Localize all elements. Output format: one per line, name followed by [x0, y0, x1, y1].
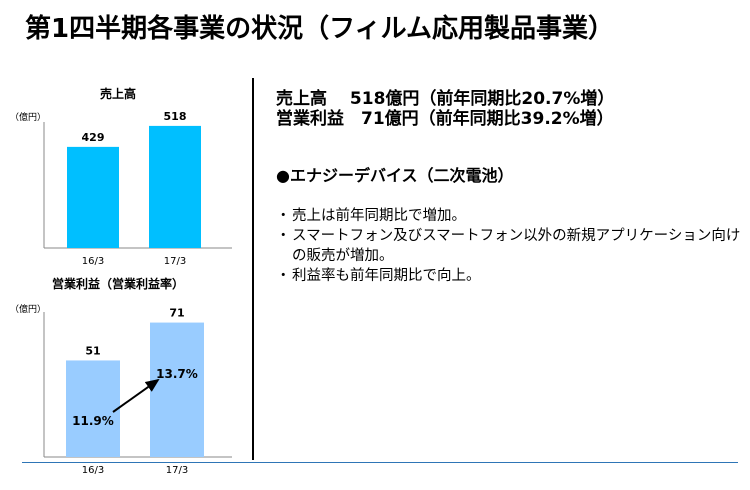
- sales-bar-17-3: [149, 125, 201, 248]
- sales-summary: 売上高 518億円（前年同期比20.7%増）: [276, 89, 615, 109]
- bullet-mark: ・: [276, 228, 291, 244]
- margin-trend-arrow: [112, 378, 160, 413]
- vertical-divider: [252, 78, 254, 460]
- bullet-mark: ・: [276, 268, 291, 284]
- profit-margin-16-3: 11.9%: [72, 414, 114, 428]
- sales-unit-label: （億円）: [10, 111, 46, 123]
- bullet-mark: ・: [276, 208, 291, 224]
- profit-value-16-3: 51: [85, 344, 100, 357]
- bullet-text: スマートフォン及びスマートフォン以外の新規アプリケーション向けの販売が増加。: [292, 228, 741, 264]
- page-title: 第1四半期各事業の状況（フィルム応用製品事業）: [25, 14, 615, 44]
- bullet-item: ・ スマートフォン及びスマートフォン以外の新規アプリケーション向けの販売が増加。: [276, 226, 750, 266]
- bottom-rule: [22, 462, 738, 463]
- profit-category-17-3: 17/3: [166, 465, 188, 476]
- profit-chart: 営業利益（営業利益率） （億円） 51 71 11.9% 13.7% 16/3 …: [10, 276, 232, 476]
- profit-category-16-3: 16/3: [82, 465, 104, 476]
- sales-chart-title: 売上高: [100, 86, 136, 101]
- profit-bar-16-3: [66, 360, 120, 457]
- sales-value-17-3: 518: [164, 110, 187, 123]
- profit-unit-label: （億円）: [10, 303, 46, 315]
- profit-chart-title: 営業利益（営業利益率）: [52, 276, 184, 291]
- sales-chart: 売上高 （億円） 429 518 16/3 17/3: [10, 86, 232, 267]
- sales-category-17-3: 17/3: [164, 256, 186, 267]
- bullet-text: 売上は前年同期比で増加。: [292, 208, 466, 224]
- sales-value-16-3: 429: [82, 131, 105, 144]
- bullet-item: ・ 売上は前年同期比で増加。: [276, 206, 750, 226]
- sales-category-16-3: 16/3: [82, 256, 104, 267]
- profit-bar-17-3: [150, 322, 204, 457]
- profit-margin-17-3: 13.7%: [156, 367, 198, 381]
- sales-bar-16-3: [67, 146, 119, 248]
- profit-summary: 営業利益 71億円（前年同期比39.2%増）: [276, 109, 614, 129]
- bullet-text: 利益率も前年同期比で向上。: [292, 268, 481, 284]
- profit-value-17-3: 71: [169, 307, 184, 320]
- bullet-list: ・ 売上は前年同期比で増加。 ・ スマートフォン及びスマートフォン以外の新規アプ…: [276, 206, 750, 286]
- section-heading: ●エナジーデバイス（二次電池）: [276, 166, 514, 185]
- bullet-item: ・ 利益率も前年同期比で向上。: [276, 266, 750, 286]
